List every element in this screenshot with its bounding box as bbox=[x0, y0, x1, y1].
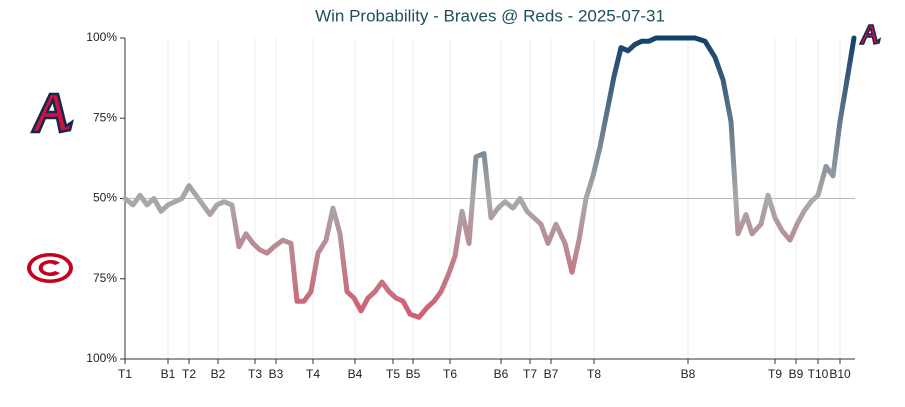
x-tick-label: T1 bbox=[118, 367, 132, 381]
braves-logo bbox=[30, 92, 74, 134]
x-tick-label: T5 bbox=[386, 367, 400, 381]
y-tick-label: 75% bbox=[93, 271, 117, 285]
y-tick-label: 75% bbox=[93, 110, 117, 124]
x-tick-label: B10 bbox=[829, 367, 851, 381]
x-tick-label: T6 bbox=[443, 367, 457, 381]
x-tick-label: B2 bbox=[211, 367, 226, 381]
x-tick-label: B3 bbox=[269, 367, 284, 381]
win-probability-line bbox=[122, 35, 857, 320]
braves-logo-small bbox=[858, 24, 882, 45]
x-tick-label: T3 bbox=[248, 367, 262, 381]
x-tick-label: T8 bbox=[587, 367, 601, 381]
x-tick-label: B6 bbox=[494, 367, 509, 381]
reds-logo bbox=[27, 253, 73, 283]
chart-title: Win Probability - Braves @ Reds - 2025-0… bbox=[315, 6, 665, 25]
y-tick-label: 100% bbox=[86, 351, 117, 365]
x-tick-label: T2 bbox=[182, 367, 196, 381]
x-tick-label: B9 bbox=[789, 367, 804, 381]
y-tick-label: 50% bbox=[93, 191, 117, 205]
x-tick-label: T10 bbox=[808, 367, 829, 381]
x-tick-label: B8 bbox=[681, 367, 696, 381]
x-tick-label: B4 bbox=[348, 367, 363, 381]
x-tick-label: B5 bbox=[406, 367, 421, 381]
x-tick-label: T4 bbox=[306, 367, 320, 381]
x-tick-label: T9 bbox=[768, 367, 782, 381]
x-tick-label: B1 bbox=[161, 367, 176, 381]
y-tick-label: 100% bbox=[86, 30, 117, 44]
x-tick-label: T7 bbox=[523, 367, 537, 381]
x-tick-label: B7 bbox=[544, 367, 559, 381]
